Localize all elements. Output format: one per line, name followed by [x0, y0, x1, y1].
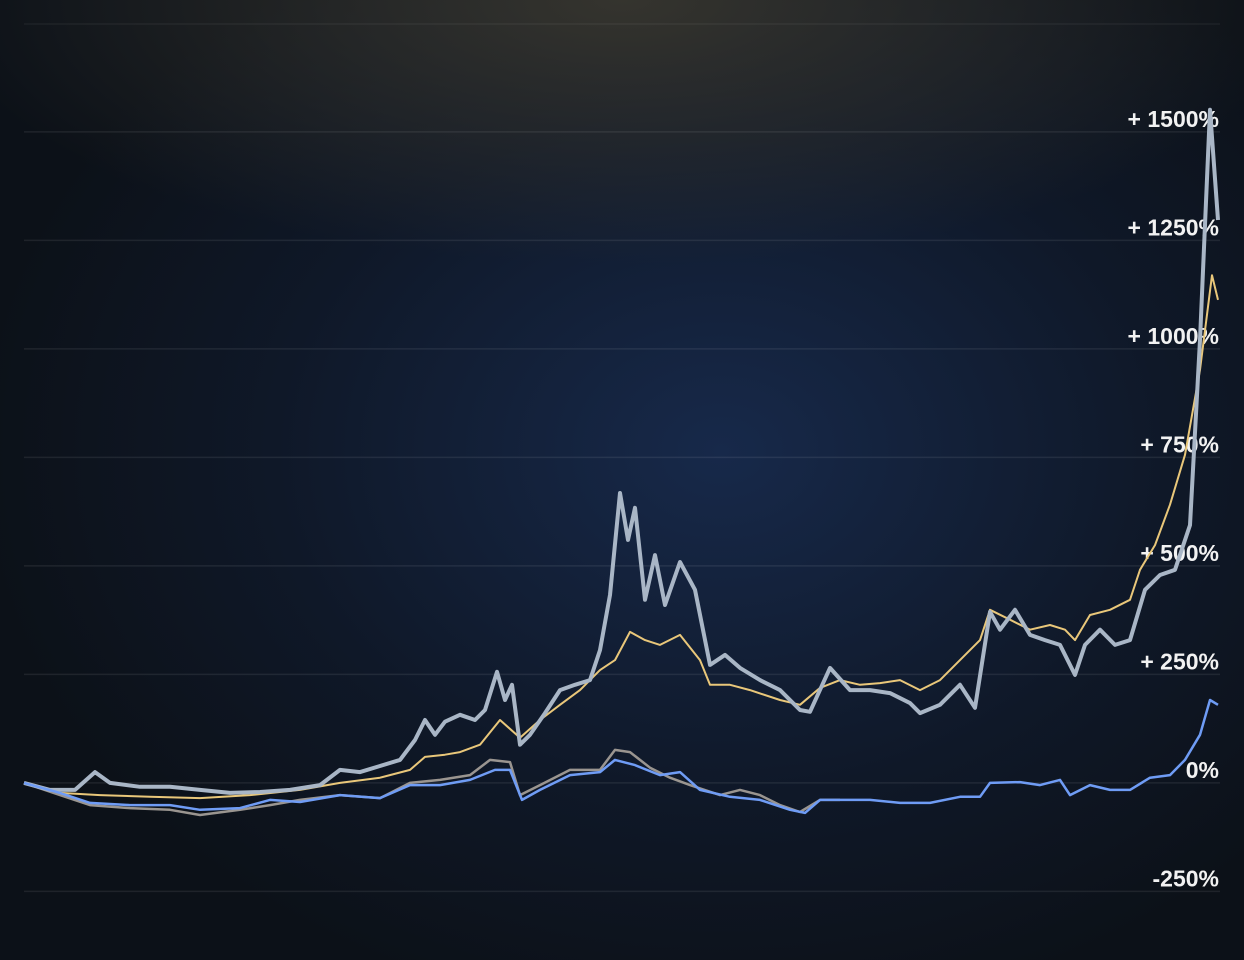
series-line [23, 274, 1219, 800]
y-tick-label: + 1500% [1128, 106, 1219, 132]
series-line [23, 748, 840, 817]
background-glow [0, 0, 1244, 480]
y-tick-label: 0% [1186, 757, 1219, 783]
series-line [23, 107, 1220, 795]
y-tick-label: + 750% [1140, 431, 1219, 457]
y-tick-label: -250% [1153, 865, 1219, 891]
y-tick-label: + 250% [1140, 648, 1219, 674]
series-line [23, 698, 1219, 815]
